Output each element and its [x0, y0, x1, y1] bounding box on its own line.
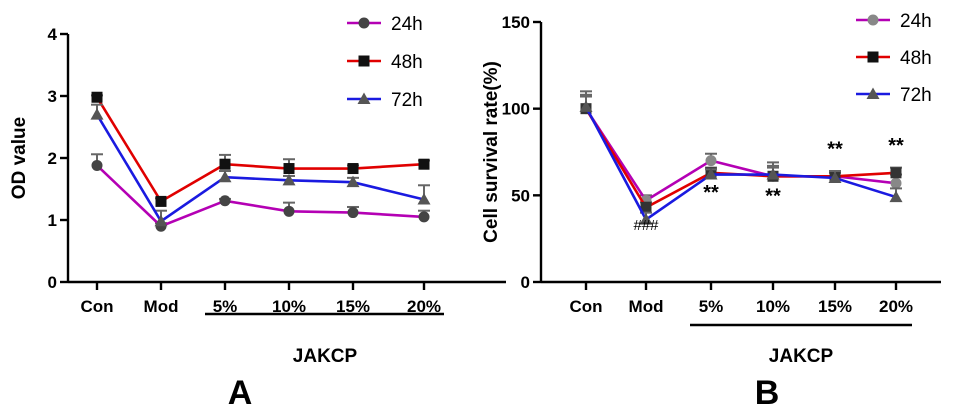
legend-label: 24h: [900, 11, 932, 32]
x-tick-label: Con: [569, 297, 602, 316]
data-point-circle: [705, 155, 717, 167]
legend-marker-triangle: [357, 92, 371, 104]
data-point-square: [418, 158, 430, 170]
data-point-triangle: [639, 213, 653, 225]
y-tick-label: 100: [502, 100, 530, 119]
legend-label: 72h: [900, 85, 932, 106]
data-point-square: [91, 91, 103, 103]
legend-marker-circle: [358, 17, 370, 29]
y-tick-label: 50: [511, 186, 530, 205]
x-tick-label: Con: [80, 297, 113, 316]
x-tick-label: 20%: [879, 297, 913, 316]
x-tick-label: 5%: [699, 297, 724, 316]
y-axis-label: OD value: [9, 117, 30, 199]
series-line-72h: [584, 106, 897, 222]
legend-label: 24h: [391, 14, 423, 35]
data-point-triangle: [889, 190, 903, 203]
data-point-square: [219, 158, 231, 170]
data-point-triangle: [704, 168, 718, 180]
data-point-circle: [283, 205, 295, 217]
y-tick-label: 2: [48, 149, 57, 168]
data-point-circle: [347, 207, 359, 219]
data-point-circle: [219, 195, 231, 207]
series-line-24h: [96, 164, 425, 228]
data-point-circle: [418, 211, 430, 223]
data-point-square: [283, 163, 295, 175]
x-tick-label: Mod: [144, 297, 179, 316]
data-point-triangle: [579, 100, 593, 112]
x-tick-label: 10%: [756, 297, 790, 316]
group-label: JAKCP: [769, 346, 834, 367]
y-tick-label: 3: [48, 87, 57, 106]
x-tick-label: 15%: [336, 297, 370, 316]
legend-label: 48h: [900, 48, 932, 69]
series-line-72h: [95, 113, 425, 224]
series-line-24h: [584, 107, 897, 203]
y-tick-label: 4: [48, 25, 58, 44]
data-point-triangle: [766, 168, 780, 180]
legend-marker-square: [867, 51, 879, 63]
x-tick-label: 5%: [213, 297, 238, 316]
x-tick-label: 10%: [272, 297, 306, 316]
x-tick-label: 20%: [407, 297, 441, 316]
significance-annotation: **: [703, 182, 719, 204]
data-point-triangle: [346, 175, 360, 188]
data-point-square: [347, 163, 359, 175]
data-point-square: [640, 201, 652, 213]
y-tick-label: 0: [48, 273, 57, 292]
y-tick-label: 0: [521, 273, 530, 292]
panel-label: B: [755, 374, 780, 409]
x-tick-label: Mod: [629, 297, 664, 316]
y-tick-label: 1: [48, 211, 57, 230]
significance-annotation: ###: [633, 217, 659, 234]
y-axis-label: Cell survival rate(%): [481, 61, 502, 243]
group-label: JAKCP: [293, 346, 358, 367]
legend-marker-circle: [867, 14, 879, 26]
data-point-triangle: [282, 173, 296, 186]
legend-label: 72h: [391, 90, 423, 111]
data-point-triangle: [154, 214, 168, 227]
data-point-circle: [890, 177, 902, 189]
data-point-circle: [91, 159, 103, 171]
legend-marker-square: [358, 55, 370, 67]
data-point-square: [155, 195, 167, 207]
data-point-triangle: [218, 170, 232, 183]
significance-annotation: **: [765, 185, 781, 207]
series-line-48h: [95, 96, 425, 204]
y-tick-label: 150: [502, 13, 530, 32]
x-tick-label: 15%: [818, 297, 852, 316]
panel-label: A: [228, 374, 253, 409]
legend-label: 48h: [391, 52, 423, 73]
significance-annotation: **: [827, 138, 843, 160]
data-point-square: [890, 167, 902, 179]
significance-annotation: **: [888, 135, 904, 157]
legend-marker-triangle: [866, 87, 880, 99]
data-point-triangle: [828, 171, 842, 183]
data-point-triangle: [90, 108, 104, 120]
data-point-triangle: [417, 193, 431, 205]
